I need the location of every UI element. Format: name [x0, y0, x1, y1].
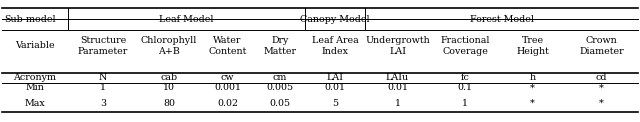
Text: 0.01: 0.01 — [324, 83, 346, 92]
Text: Tree
Height: Tree Height — [516, 36, 549, 56]
Text: Fractional
Coverage: Fractional Coverage — [440, 36, 490, 56]
Text: N: N — [99, 73, 107, 82]
Text: Undergrowth
LAI: Undergrowth LAI — [365, 36, 430, 56]
Text: 1: 1 — [394, 98, 401, 107]
Text: LAI: LAI — [326, 73, 344, 82]
Text: Chlorophyll
A+B: Chlorophyll A+B — [141, 36, 197, 56]
Text: *: * — [530, 83, 535, 92]
Text: Crown
Diameter: Crown Diameter — [579, 36, 624, 56]
Text: Min: Min — [26, 83, 44, 92]
Text: Water
Content: Water Content — [208, 36, 246, 56]
Text: Sub-model: Sub-model — [4, 15, 56, 24]
Text: Forest Model: Forest Model — [470, 15, 534, 24]
Text: 0.01: 0.01 — [387, 83, 408, 92]
Text: Leaf Model: Leaf Model — [159, 15, 214, 24]
Text: cm: cm — [273, 73, 287, 82]
Text: Canopy Model: Canopy Model — [300, 15, 370, 24]
Text: 1: 1 — [462, 98, 468, 107]
Text: Variable: Variable — [15, 41, 55, 51]
Text: 0.05: 0.05 — [269, 98, 291, 107]
Text: 0.1: 0.1 — [458, 83, 472, 92]
Text: Leaf Area
Index: Leaf Area Index — [312, 36, 358, 56]
Text: *: * — [530, 98, 535, 107]
Text: 1: 1 — [100, 83, 106, 92]
Text: 0.005: 0.005 — [266, 83, 294, 92]
Text: h: h — [529, 73, 536, 82]
Text: cab: cab — [161, 73, 177, 82]
Text: *: * — [599, 83, 604, 92]
Text: 0.02: 0.02 — [217, 98, 238, 107]
Text: Acronym: Acronym — [13, 73, 56, 82]
Text: Max: Max — [24, 98, 45, 107]
Text: 5: 5 — [332, 98, 338, 107]
Text: cw: cw — [221, 73, 234, 82]
Text: fc: fc — [461, 73, 469, 82]
Text: cd: cd — [596, 73, 607, 82]
Text: LAIu: LAIu — [386, 73, 409, 82]
Text: 0.001: 0.001 — [214, 83, 241, 92]
Text: 10: 10 — [163, 83, 175, 92]
Text: Structure
Parameter: Structure Parameter — [78, 36, 128, 56]
Text: 80: 80 — [163, 98, 175, 107]
Text: Dry
Matter: Dry Matter — [264, 36, 296, 56]
Text: 3: 3 — [100, 98, 106, 107]
Text: *: * — [599, 98, 604, 107]
